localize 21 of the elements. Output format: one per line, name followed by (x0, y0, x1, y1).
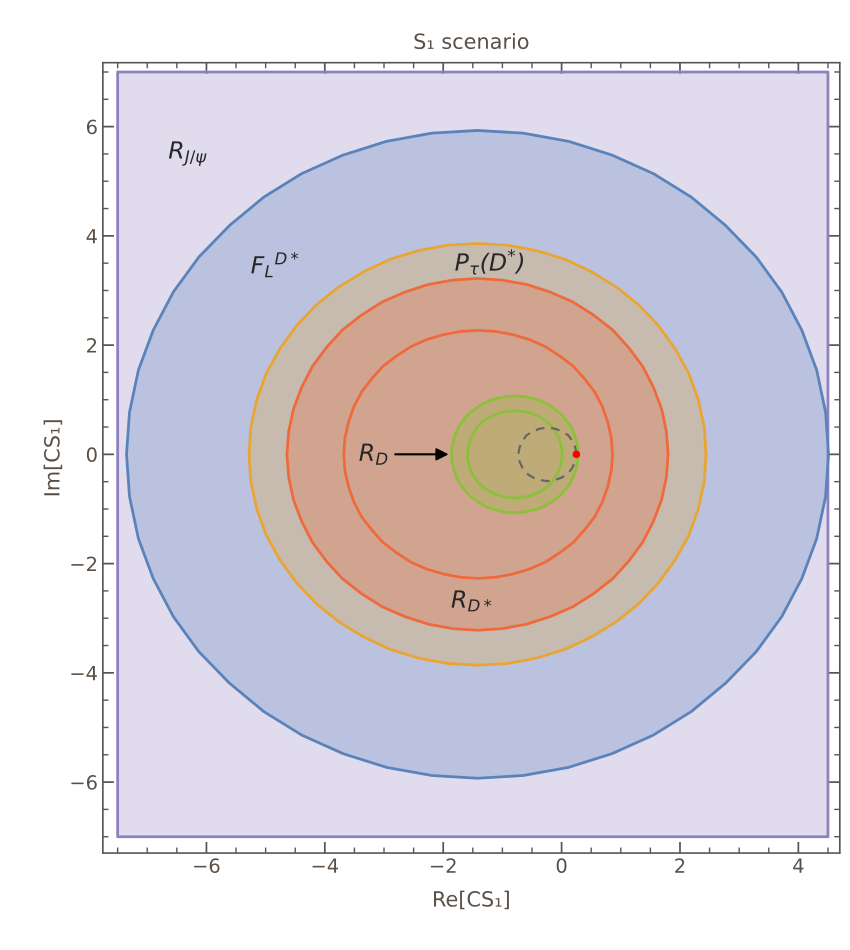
annotation: P$_{τ}$(D$^{*}$) (455, 249, 524, 274)
x-tick-label: 2 (675, 858, 684, 873)
chart-title: S₁ scenario (414, 32, 528, 50)
y-axis-title: Im[CS₁] (44, 420, 62, 496)
y-tick-label: −4 (71, 666, 97, 680)
y-tick-label: −2 (71, 556, 96, 571)
x-tick-label: −2 (430, 858, 456, 873)
x-tick-label: 0 (556, 858, 566, 874)
x-tick-label: 4 (793, 858, 804, 873)
y-tick-label: 0 (86, 447, 97, 462)
y-tick-label: −6 (71, 775, 97, 790)
x-tick-label: −6 (194, 858, 220, 874)
annotation: R$_{D*}$ (452, 590, 492, 612)
y-tick-label: 4 (86, 229, 97, 244)
annotation: R$_{D}$ (359, 444, 388, 465)
y-tick-label: 2 (87, 338, 96, 352)
annotation: F$_{L}$$^{D*}$ (251, 252, 298, 278)
x-tick-label: −4 (312, 858, 338, 873)
x-axis-title: Re[CS₁] (434, 890, 509, 910)
y-tick-label: 6 (86, 120, 97, 134)
annotation: R$_{J/ψ}$ (168, 141, 206, 166)
